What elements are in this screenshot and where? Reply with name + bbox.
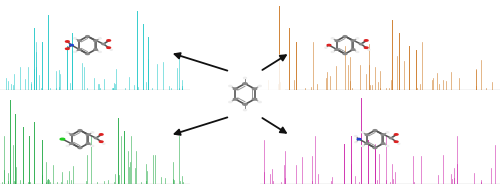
Circle shape xyxy=(252,88,256,90)
Circle shape xyxy=(234,98,237,100)
Circle shape xyxy=(351,40,355,41)
Circle shape xyxy=(78,49,82,50)
Circle shape xyxy=(362,132,364,133)
Circle shape xyxy=(66,41,69,42)
Circle shape xyxy=(373,147,377,149)
Circle shape xyxy=(229,85,232,86)
Circle shape xyxy=(355,142,357,143)
Circle shape xyxy=(100,134,103,135)
Circle shape xyxy=(394,134,398,135)
Circle shape xyxy=(258,85,261,86)
Circle shape xyxy=(351,49,355,50)
Circle shape xyxy=(258,102,261,103)
Circle shape xyxy=(70,44,73,46)
Circle shape xyxy=(229,102,232,103)
Circle shape xyxy=(381,143,385,144)
Circle shape xyxy=(252,98,256,100)
Circle shape xyxy=(78,40,82,41)
Circle shape xyxy=(110,49,112,50)
Circle shape xyxy=(356,38,358,39)
Circle shape xyxy=(368,49,370,50)
Circle shape xyxy=(398,143,400,144)
Circle shape xyxy=(365,134,369,135)
Circle shape xyxy=(86,143,90,144)
Circle shape xyxy=(107,47,110,48)
Circle shape xyxy=(244,110,246,111)
Circle shape xyxy=(86,53,89,55)
Circle shape xyxy=(360,43,362,45)
Circle shape xyxy=(78,147,82,149)
Circle shape xyxy=(244,77,246,78)
Circle shape xyxy=(386,132,388,133)
Circle shape xyxy=(70,134,74,135)
Circle shape xyxy=(74,38,76,39)
Circle shape xyxy=(364,40,368,41)
Circle shape xyxy=(94,137,98,139)
Circle shape xyxy=(60,138,64,140)
Circle shape xyxy=(94,49,98,50)
Circle shape xyxy=(243,104,247,105)
Circle shape xyxy=(78,130,82,131)
FancyBboxPatch shape xyxy=(205,55,285,133)
Circle shape xyxy=(357,138,361,140)
Circle shape xyxy=(343,53,347,55)
Circle shape xyxy=(86,134,90,135)
Circle shape xyxy=(102,143,105,144)
Circle shape xyxy=(335,49,339,50)
Circle shape xyxy=(100,141,103,142)
Circle shape xyxy=(381,134,385,135)
Circle shape xyxy=(335,40,339,41)
Circle shape xyxy=(70,143,74,144)
Circle shape xyxy=(234,88,237,90)
Circle shape xyxy=(365,143,369,144)
Circle shape xyxy=(86,36,89,37)
Circle shape xyxy=(94,40,98,41)
Circle shape xyxy=(92,132,94,133)
Circle shape xyxy=(390,137,392,139)
Circle shape xyxy=(107,40,110,41)
Circle shape xyxy=(243,83,247,84)
Circle shape xyxy=(394,141,398,142)
Circle shape xyxy=(102,43,105,45)
Circle shape xyxy=(99,38,101,39)
Circle shape xyxy=(327,44,331,46)
Circle shape xyxy=(343,36,347,37)
Circle shape xyxy=(66,132,68,133)
Circle shape xyxy=(373,130,377,131)
Circle shape xyxy=(332,38,334,39)
Circle shape xyxy=(325,47,327,48)
Circle shape xyxy=(66,48,69,49)
Circle shape xyxy=(364,47,368,48)
